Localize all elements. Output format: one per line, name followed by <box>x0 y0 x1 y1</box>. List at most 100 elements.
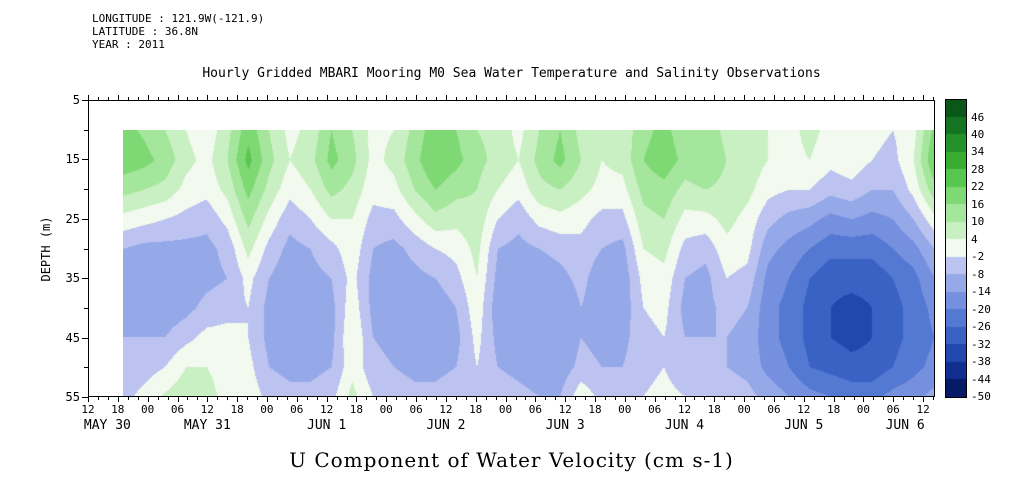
x-minor-tick-bottom <box>257 397 258 400</box>
x-minor-tick-top <box>435 97 437 100</box>
y-tick-label: 25 <box>65 211 80 226</box>
y-tick-label: 55 <box>65 390 80 404</box>
x-major-tick-bottom <box>386 397 388 402</box>
x-major-tick-bottom <box>416 397 418 402</box>
x-date-label: JUN 1 <box>307 418 347 433</box>
x-date-label: JUN 5 <box>784 418 824 433</box>
x-minor-tick-top <box>545 97 547 100</box>
x-major-tick-top <box>535 95 537 100</box>
x-minor-tick-bottom <box>137 397 139 400</box>
x-minor-tick-top <box>227 97 229 100</box>
colorbar-tick-label: 10 <box>971 215 985 229</box>
x-major-tick-top <box>624 95 626 100</box>
y-minor-tick <box>84 367 88 369</box>
heatmap-canvas <box>123 130 935 397</box>
x-date-label: MAY 31 <box>183 418 231 433</box>
x-minor-tick-bottom <box>545 397 547 400</box>
colorbar-tick-label: 16 <box>971 197 985 211</box>
x-minor-tick-top <box>694 97 696 100</box>
x-minor-tick-top <box>346 97 348 100</box>
x-hour-label: 12 <box>81 403 95 416</box>
x-major-tick-top <box>654 95 656 100</box>
colorbar-tick-label: -44 <box>971 372 991 386</box>
x-hour-label: 12 <box>558 403 572 416</box>
x-major-tick-bottom <box>88 397 89 402</box>
x-minor-tick-top <box>664 97 666 100</box>
x-major-tick-top <box>296 95 298 100</box>
x-major-tick-top <box>147 95 149 100</box>
x-minor-tick-top <box>604 97 606 100</box>
x-minor-tick-bottom <box>674 397 676 400</box>
x-minor-tick-top <box>257 97 258 100</box>
x-minor-tick-top <box>107 97 109 100</box>
x-minor-tick-top <box>853 97 855 100</box>
x-minor-tick-bottom <box>197 397 199 400</box>
y-minor-tick <box>84 129 88 131</box>
x-minor-tick-top <box>406 97 408 100</box>
x-minor-tick-top <box>366 97 368 100</box>
y-tick-label: 45 <box>65 330 80 345</box>
x-minor-tick-bottom <box>157 397 159 400</box>
x-minor-tick-top <box>555 97 557 100</box>
x-minor-tick-top <box>873 97 875 100</box>
x-minor-tick-bottom <box>853 397 855 400</box>
x-date-label: JUN 2 <box>426 418 466 433</box>
x-hour-label: 06 <box>886 403 900 416</box>
x-minor-tick-top <box>575 97 577 100</box>
x-major-tick-top <box>595 95 596 100</box>
x-hour-label: 00 <box>379 403 393 416</box>
colorbar-tick-label: -2 <box>971 250 985 264</box>
x-minor-tick-bottom <box>823 397 825 400</box>
colorbar-tick-label: -32 <box>971 337 991 351</box>
y-axis-title: DEPTH (m) <box>39 216 53 282</box>
x-minor-tick-top <box>396 97 398 100</box>
x-minor-tick-bottom <box>227 397 229 400</box>
x-hour-label: 12 <box>677 403 692 416</box>
x-minor-tick-top <box>813 97 815 100</box>
x-minor-tick-bottom <box>575 397 577 400</box>
x-hour-label: 18 <box>588 403 602 416</box>
x-minor-tick-bottom <box>346 397 348 400</box>
x-minor-tick-top <box>336 97 338 100</box>
x-minor-tick-top <box>465 97 467 100</box>
y-tick-label: 35 <box>65 271 80 286</box>
x-major-tick-top <box>386 95 388 100</box>
x-major-tick-bottom <box>356 397 358 402</box>
x-minor-tick-top <box>247 97 249 100</box>
x-major-tick-bottom <box>833 397 835 402</box>
x-minor-tick-top <box>823 97 825 100</box>
colorbar-tick-label: -38 <box>971 355 991 369</box>
x-minor-tick-top <box>485 97 487 100</box>
x-minor-tick-bottom <box>913 397 915 400</box>
x-minor-tick-top <box>495 97 497 100</box>
x-hour-label: 06 <box>409 403 423 416</box>
x-major-tick-top <box>177 95 179 100</box>
x-hour-label: 00 <box>856 403 871 416</box>
x-minor-tick-top <box>724 97 726 100</box>
x-major-tick-bottom <box>565 397 567 402</box>
x-hour-label: 06 <box>290 403 304 416</box>
x-minor-tick-bottom <box>704 397 706 400</box>
x-minor-tick-top <box>933 97 934 100</box>
header-year: YEAR : 2011 <box>92 38 165 51</box>
x-minor-tick-bottom <box>634 397 636 400</box>
x-minor-tick-bottom <box>406 397 408 400</box>
x-hour-label: 12 <box>439 403 453 416</box>
x-minor-tick-bottom <box>306 397 308 400</box>
x-minor-tick-bottom <box>883 397 885 400</box>
x-minor-tick-bottom <box>525 397 527 400</box>
x-minor-tick-bottom <box>336 397 338 400</box>
x-hour-label: 00 <box>737 403 751 416</box>
y-minor-tick <box>84 189 88 191</box>
x-major-tick-bottom <box>863 397 865 402</box>
x-major-tick-top <box>88 95 89 100</box>
y-major-tick <box>82 278 88 280</box>
x-minor-tick-bottom <box>187 397 189 400</box>
x-minor-tick-top <box>913 97 915 100</box>
x-major-tick-top <box>803 95 805 100</box>
x-minor-tick-bottom <box>97 397 99 400</box>
x-minor-tick-top <box>754 97 756 100</box>
y-minor-tick <box>84 248 88 250</box>
x-hour-label: 18 <box>469 403 483 416</box>
x-major-tick-bottom <box>237 397 239 402</box>
